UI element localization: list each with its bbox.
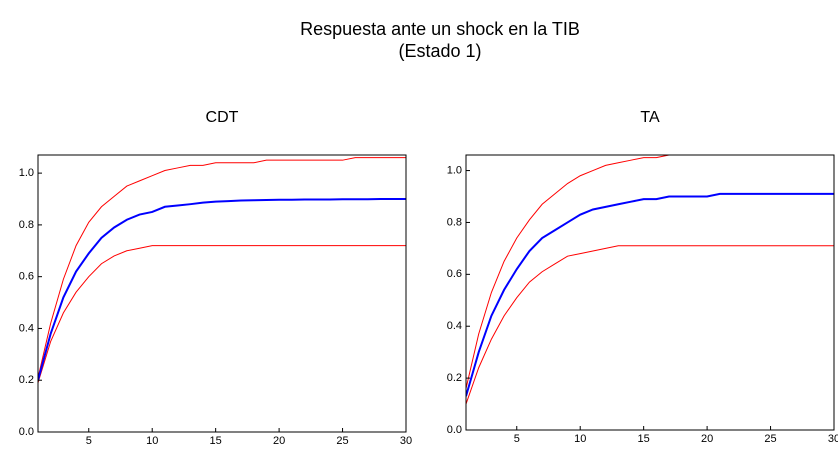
- x-tick-label: 5: [514, 433, 520, 445]
- series-line: [38, 198, 406, 381]
- series-line: [38, 245, 406, 383]
- series-line: [466, 155, 834, 389]
- y-tick-label: 0.6: [19, 271, 34, 283]
- x-tick-label: 10: [146, 435, 158, 447]
- figure-title: Respuesta ante un shock en la TIB: [300, 19, 580, 39]
- x-tick-label: 20: [273, 435, 285, 447]
- x-tick-label: 25: [764, 433, 776, 445]
- panel-title: TA: [640, 109, 660, 126]
- x-tick-label: 15: [638, 433, 650, 445]
- x-tick-label: 30: [828, 433, 838, 445]
- plot-frame: [37, 154, 407, 433]
- x-tick-label: 20: [701, 433, 713, 445]
- series-line: [466, 245, 834, 405]
- panel: TA 0.0 0.2 0.4 0.6 0.8 1.0 5 10 15 20 25 30: [447, 109, 838, 445]
- y-tick-label: 0.4: [19, 322, 34, 334]
- series-line: [38, 157, 406, 378]
- y-tick-label: 0.2: [19, 374, 34, 386]
- x-tick-label: 25: [336, 435, 348, 447]
- y-tick-label: 1.0: [19, 167, 34, 179]
- figure-subtitle: (Estado 1): [398, 41, 481, 61]
- panel-title: CDT: [206, 109, 239, 126]
- y-tick-label: 0.8: [19, 219, 34, 231]
- plot-frame: [465, 154, 835, 431]
- series-line: [466, 192, 834, 397]
- panel: CDT 0.0 0.2 0.4 0.6 0.8 1.0 5 10 15 20 25 30: [19, 109, 412, 447]
- y-tick-label: 0.0: [447, 424, 462, 436]
- x-tick-label: 10: [574, 433, 586, 445]
- x-tick-label: 5: [86, 435, 92, 447]
- y-tick-label: 0.0: [19, 426, 34, 438]
- y-tick-label: 0.6: [447, 268, 462, 280]
- y-tick-label: 0.2: [447, 372, 462, 384]
- x-tick-label: 30: [400, 435, 412, 447]
- x-tick-label: 15: [210, 435, 222, 447]
- y-tick-label: 0.4: [447, 320, 462, 332]
- y-tick-label: 1.0: [447, 164, 462, 176]
- y-tick-label: 0.8: [447, 216, 462, 228]
